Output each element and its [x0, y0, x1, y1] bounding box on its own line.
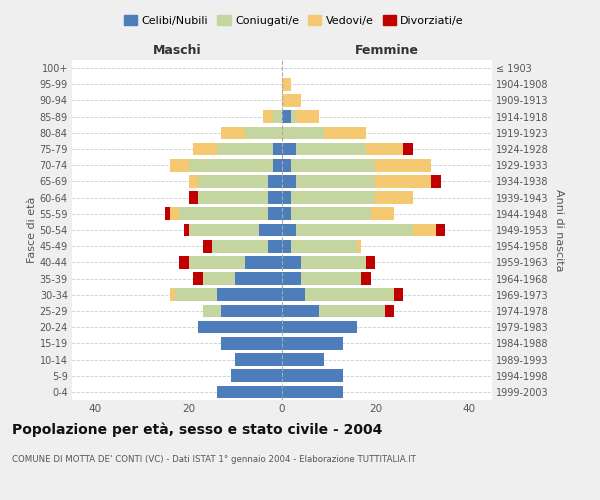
Bar [259, 224, 282, 236]
Bar [217, 288, 282, 301]
Bar [268, 192, 282, 204]
Bar [366, 256, 376, 268]
Bar [203, 272, 235, 285]
Bar [413, 224, 436, 236]
Bar [366, 142, 403, 156]
Bar [296, 175, 376, 188]
Bar [394, 288, 403, 301]
Bar [356, 240, 361, 252]
Bar [235, 353, 282, 366]
Bar [371, 208, 394, 220]
Bar [203, 240, 212, 252]
Bar [376, 192, 413, 204]
Bar [282, 192, 292, 204]
Bar [184, 224, 188, 236]
Bar [179, 208, 268, 220]
Bar [282, 256, 301, 268]
Bar [198, 321, 282, 334]
Bar [301, 256, 366, 268]
Bar [217, 386, 282, 398]
Bar [179, 256, 188, 268]
Bar [221, 126, 245, 139]
Bar [175, 288, 217, 301]
Bar [272, 142, 282, 156]
Bar [193, 142, 217, 156]
Bar [296, 110, 319, 123]
Bar [282, 208, 292, 220]
Bar [305, 288, 394, 301]
Bar [235, 272, 282, 285]
Bar [198, 175, 268, 188]
Bar [217, 142, 272, 156]
Bar [268, 240, 282, 252]
Bar [403, 142, 413, 156]
Bar [361, 272, 371, 285]
Bar [198, 192, 268, 204]
Bar [245, 126, 282, 139]
Bar [282, 175, 296, 188]
Bar [272, 110, 282, 123]
Bar [212, 240, 268, 252]
Bar [170, 288, 175, 301]
Bar [282, 94, 301, 107]
Bar [272, 159, 282, 172]
Bar [292, 208, 371, 220]
Bar [263, 110, 272, 123]
Bar [170, 208, 179, 220]
Bar [193, 272, 203, 285]
Bar [221, 304, 282, 318]
Bar [282, 110, 292, 123]
Bar [282, 304, 319, 318]
Bar [376, 175, 431, 188]
Bar [282, 78, 292, 90]
Bar [319, 304, 385, 318]
Bar [245, 256, 282, 268]
Bar [324, 126, 366, 139]
Legend: Celibi/Nubili, Coniugati/e, Vedovi/e, Divorziati/e: Celibi/Nubili, Coniugati/e, Vedovi/e, Di… [119, 10, 469, 30]
Bar [282, 126, 324, 139]
Bar [301, 272, 361, 285]
Bar [282, 159, 292, 172]
Bar [268, 175, 282, 188]
Y-axis label: Anni di nascita: Anni di nascita [554, 188, 565, 271]
Bar [188, 256, 245, 268]
Bar [376, 159, 431, 172]
Bar [166, 208, 170, 220]
Bar [268, 208, 282, 220]
Bar [282, 386, 343, 398]
Text: Maschi: Maschi [152, 44, 202, 57]
Bar [292, 240, 356, 252]
Bar [203, 304, 221, 318]
Bar [292, 192, 376, 204]
Bar [170, 159, 188, 172]
Bar [296, 224, 413, 236]
Bar [188, 159, 272, 172]
Bar [282, 353, 324, 366]
Bar [292, 159, 376, 172]
Text: Popolazione per età, sesso e stato civile - 2004: Popolazione per età, sesso e stato civil… [12, 422, 382, 437]
Y-axis label: Fasce di età: Fasce di età [26, 197, 37, 263]
Bar [282, 370, 343, 382]
Bar [431, 175, 440, 188]
Bar [282, 337, 343, 349]
Bar [188, 175, 198, 188]
Bar [282, 240, 292, 252]
Bar [282, 224, 296, 236]
Bar [188, 224, 259, 236]
Bar [385, 304, 394, 318]
Bar [282, 142, 296, 156]
Bar [230, 370, 282, 382]
Bar [282, 272, 301, 285]
Bar [292, 110, 296, 123]
Bar [282, 321, 356, 334]
Bar [296, 142, 366, 156]
Text: Femmine: Femmine [355, 44, 419, 57]
Text: COMUNE DI MOTTA DE' CONTI (VC) - Dati ISTAT 1° gennaio 2004 - Elaborazione TUTTI: COMUNE DI MOTTA DE' CONTI (VC) - Dati IS… [12, 455, 416, 464]
Bar [436, 224, 445, 236]
Bar [188, 192, 198, 204]
Bar [282, 288, 305, 301]
Bar [221, 337, 282, 349]
